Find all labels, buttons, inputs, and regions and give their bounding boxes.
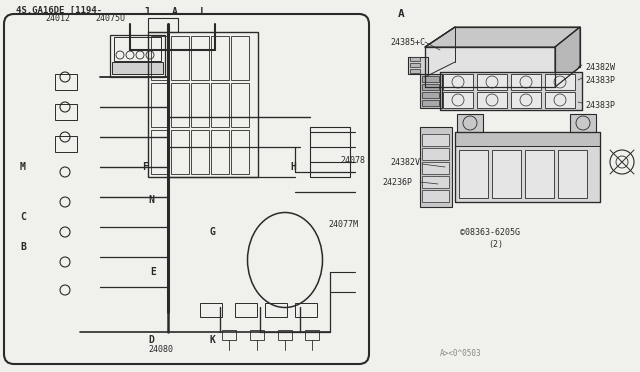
Text: 24075U: 24075U — [95, 13, 125, 22]
Bar — [191, 36, 209, 80]
Bar — [422, 162, 449, 174]
Text: K: K — [210, 335, 216, 345]
Polygon shape — [570, 114, 596, 132]
Text: A: A — [398, 9, 404, 19]
Bar — [511, 92, 541, 108]
Bar — [200, 303, 222, 317]
Bar — [422, 92, 439, 98]
Bar — [151, 83, 169, 127]
Text: 24383P: 24383P — [585, 100, 615, 109]
Bar — [151, 36, 169, 80]
Polygon shape — [440, 72, 582, 110]
Bar — [295, 303, 317, 317]
Bar — [231, 83, 249, 127]
Bar — [171, 83, 189, 127]
Bar — [148, 32, 258, 177]
Bar — [545, 92, 575, 108]
Bar — [151, 130, 169, 174]
Polygon shape — [425, 27, 580, 47]
Text: 24236P: 24236P — [382, 177, 412, 186]
Bar — [211, 130, 229, 174]
Bar — [222, 330, 236, 340]
Bar — [545, 74, 575, 90]
Bar — [477, 74, 507, 90]
Bar — [110, 35, 165, 77]
Polygon shape — [425, 47, 555, 87]
Bar — [422, 190, 449, 202]
Bar — [410, 57, 420, 61]
Text: 24382V: 24382V — [390, 157, 420, 167]
Text: ©08363-6205G: ©08363-6205G — [460, 228, 520, 237]
Bar — [265, 303, 287, 317]
Text: H: H — [290, 162, 296, 172]
Text: G: G — [210, 227, 216, 237]
Bar — [422, 134, 449, 146]
Bar — [305, 330, 319, 340]
Bar — [171, 130, 189, 174]
Text: M: M — [20, 162, 26, 172]
Bar — [422, 100, 439, 106]
Bar — [422, 176, 449, 188]
Text: 24077M: 24077M — [328, 219, 358, 228]
Bar — [558, 150, 587, 198]
Bar — [410, 63, 420, 67]
Text: 24012: 24012 — [45, 13, 70, 22]
Bar — [235, 303, 257, 317]
Bar — [310, 127, 350, 177]
Bar — [211, 83, 229, 127]
Bar — [191, 130, 209, 174]
Text: N: N — [148, 195, 154, 205]
Text: 24383P: 24383P — [585, 76, 615, 84]
Text: 24385+C: 24385+C — [390, 38, 425, 46]
Bar — [130, 24, 215, 52]
Bar — [231, 130, 249, 174]
Bar — [525, 150, 554, 198]
Bar — [114, 37, 161, 61]
Polygon shape — [420, 74, 442, 108]
Bar — [443, 74, 473, 90]
Polygon shape — [420, 127, 452, 207]
Bar — [148, 18, 178, 32]
Bar — [278, 330, 292, 340]
Bar — [443, 92, 473, 108]
Text: 24382W: 24382W — [585, 62, 615, 71]
Polygon shape — [555, 27, 580, 87]
Text: 24078: 24078 — [340, 155, 365, 164]
Bar — [511, 74, 541, 90]
Bar — [410, 69, 420, 73]
Text: E: E — [150, 267, 156, 277]
Bar — [55, 136, 77, 152]
Bar — [211, 36, 229, 80]
Bar — [112, 62, 163, 74]
Text: A: A — [172, 7, 178, 17]
Bar — [55, 74, 77, 90]
Bar — [455, 132, 600, 146]
Bar — [250, 330, 264, 340]
Text: D: D — [148, 335, 154, 345]
Bar — [492, 150, 521, 198]
Text: (2): (2) — [488, 240, 503, 248]
Text: C: C — [20, 212, 26, 222]
Bar — [191, 83, 209, 127]
Text: L: L — [200, 7, 206, 17]
Text: 4S.GA16DE [1194-: 4S.GA16DE [1194- — [16, 6, 102, 15]
Text: A><0^0503: A><0^0503 — [440, 350, 482, 359]
Bar — [55, 104, 77, 120]
Polygon shape — [455, 132, 600, 202]
Text: B: B — [20, 242, 26, 252]
Bar — [459, 150, 488, 198]
Bar — [231, 36, 249, 80]
Text: F: F — [142, 162, 148, 172]
Bar — [422, 148, 449, 160]
Text: J: J — [143, 7, 149, 17]
Bar — [477, 92, 507, 108]
Bar — [422, 76, 439, 82]
Text: 24080: 24080 — [148, 346, 173, 355]
Polygon shape — [457, 114, 483, 132]
Bar — [422, 84, 439, 90]
Polygon shape — [408, 57, 428, 74]
Bar — [171, 36, 189, 80]
